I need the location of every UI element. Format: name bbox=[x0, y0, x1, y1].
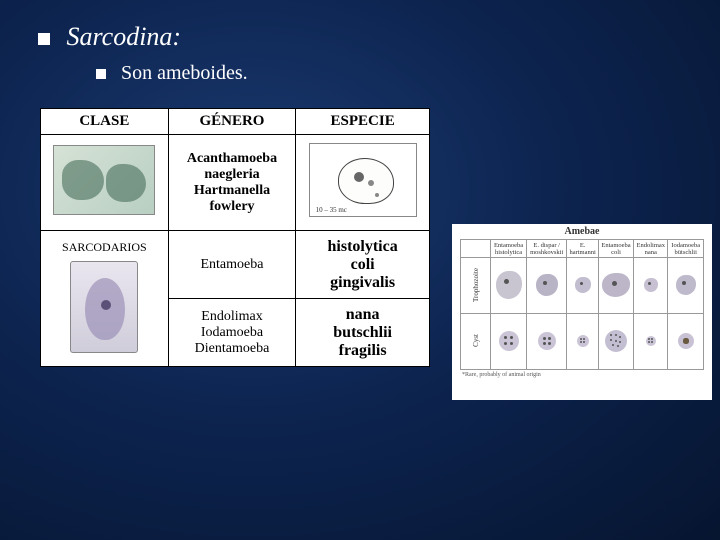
table-row: Trophozoite bbox=[461, 258, 704, 314]
grid-cell bbox=[527, 258, 567, 314]
cell-clase-image bbox=[41, 135, 169, 231]
header-genero: GÉNERO bbox=[168, 109, 296, 135]
header-clase: CLASE bbox=[41, 109, 169, 135]
amoeba-micrograph-icon bbox=[53, 145, 155, 215]
header-especie: ESPECIE bbox=[296, 109, 430, 135]
col-header: Iodamoeba bütschlii bbox=[668, 240, 704, 258]
cell-especie-image: 10 – 35 mc bbox=[296, 135, 430, 231]
table-header-row: Entamoeba histolytica E. dispar / moshko… bbox=[461, 240, 704, 258]
naegleria-drawing-icon: 10 – 35 mc bbox=[309, 143, 417, 217]
subtitle-line: Son ameboides. bbox=[96, 62, 248, 85]
grid-cell bbox=[491, 314, 527, 370]
subtitle-text: Son ameboides. bbox=[121, 62, 248, 84]
col-header: Endolimax nana bbox=[634, 240, 668, 258]
table-row: Cyst bbox=[461, 314, 704, 370]
grid-cell bbox=[668, 258, 704, 314]
cyst-micrograph-icon bbox=[70, 261, 138, 353]
cell-especie-3: nana butschlii fragilis bbox=[296, 299, 430, 367]
grid-cell bbox=[599, 314, 634, 370]
grid-cell bbox=[634, 258, 668, 314]
classification-table: CLASE GÉNERO ESPECIE Acanthamoeba naegle… bbox=[40, 108, 430, 367]
figure-footnote: *Rare, probably of animal origin bbox=[452, 370, 712, 378]
row-label: Trophozoite bbox=[461, 258, 491, 314]
grid-cell bbox=[599, 258, 634, 314]
grid-cell bbox=[491, 258, 527, 314]
title-line: Sarcodina: bbox=[38, 22, 181, 52]
grid-cell bbox=[634, 314, 668, 370]
cell-genero-1: Acanthamoeba naegleria Hartmanella fowle… bbox=[168, 135, 296, 231]
cell-clase-sarcodarios: SARCODARIOS bbox=[41, 231, 169, 367]
col-header: Entamoeba coli bbox=[599, 240, 634, 258]
table-row: Acanthamoeba naegleria Hartmanella fowle… bbox=[41, 135, 430, 231]
col-header: Entamoeba histolytica bbox=[491, 240, 527, 258]
page-title: Sarcodina: bbox=[67, 22, 182, 51]
col-header: E. dispar / moshkovskii bbox=[527, 240, 567, 258]
grid-cell bbox=[527, 314, 567, 370]
table-header-row: CLASE GÉNERO ESPECIE bbox=[41, 109, 430, 135]
corner-cell bbox=[461, 240, 491, 258]
row-label: Cyst bbox=[461, 314, 491, 370]
bullet-icon bbox=[38, 33, 50, 45]
bullet-icon bbox=[96, 69, 106, 79]
amebae-figure: Amebae Entamoeba histolytica E. dispar /… bbox=[452, 224, 712, 400]
table-row: SARCODARIOS Entamoeba histolytica coli g… bbox=[41, 231, 430, 299]
clase-label: SARCODARIOS bbox=[47, 240, 162, 255]
grid-cell bbox=[567, 314, 599, 370]
figure-title: Amebae bbox=[452, 224, 712, 237]
cell-especie-2: histolytica coli gingivalis bbox=[296, 231, 430, 299]
grid-cell bbox=[567, 258, 599, 314]
grid-cell bbox=[668, 314, 704, 370]
cell-genero-2: Entamoeba bbox=[168, 231, 296, 299]
cell-genero-3: Endolimax Iodamoeba Dientamoeba bbox=[168, 299, 296, 367]
col-header: E. hartmanni bbox=[567, 240, 599, 258]
scale-label: 10 – 35 mc bbox=[316, 206, 347, 214]
amebae-grid: Entamoeba histolytica E. dispar / moshko… bbox=[460, 239, 704, 370]
